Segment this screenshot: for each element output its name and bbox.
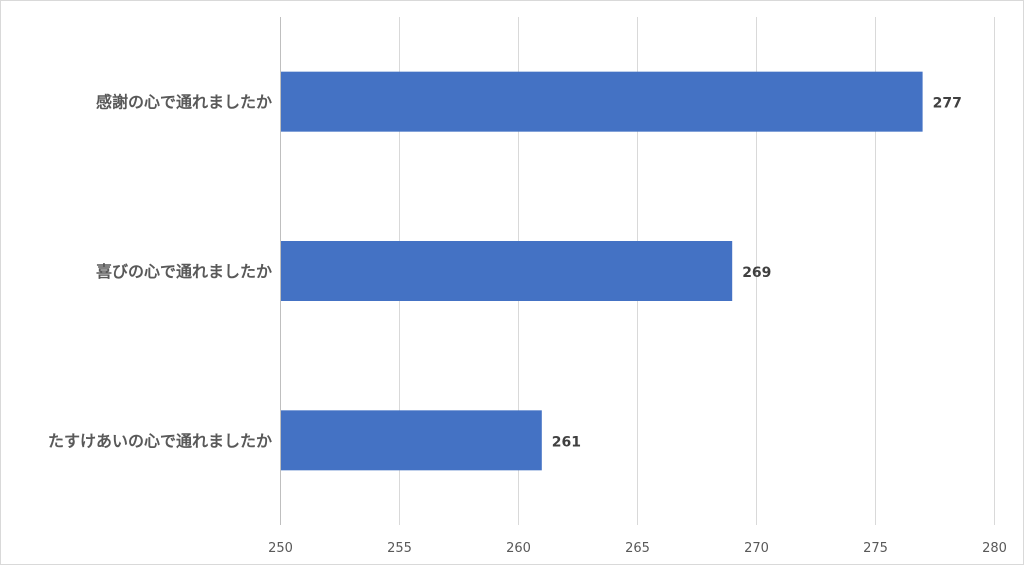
x-tick-label: 270	[744, 541, 769, 556]
x-tick-label: 265	[625, 541, 650, 556]
data-label: 261	[552, 434, 581, 450]
x-tick-label: 250	[268, 541, 293, 556]
category-label: 喜びの心で通れましたか	[96, 262, 272, 281]
x-tick-label: 280	[982, 541, 1007, 556]
bar-1	[281, 71, 923, 132]
bars	[281, 71, 923, 471]
category-label: たすけあいの心で通れましたか	[48, 431, 272, 450]
data-label: 269	[742, 265, 771, 281]
bar-3	[281, 410, 542, 471]
data-labels: 277 269 261	[552, 96, 962, 451]
bar-2	[281, 241, 733, 301]
x-tick-label: 260	[506, 541, 531, 556]
category-label: 感謝の心で通れましたか	[96, 93, 272, 112]
value-axis-ticks: 250 255 260 265 270 275 280	[268, 541, 1007, 556]
data-label: 277	[933, 96, 962, 112]
x-tick-label: 275	[863, 541, 888, 556]
x-tick-label: 255	[387, 541, 412, 556]
